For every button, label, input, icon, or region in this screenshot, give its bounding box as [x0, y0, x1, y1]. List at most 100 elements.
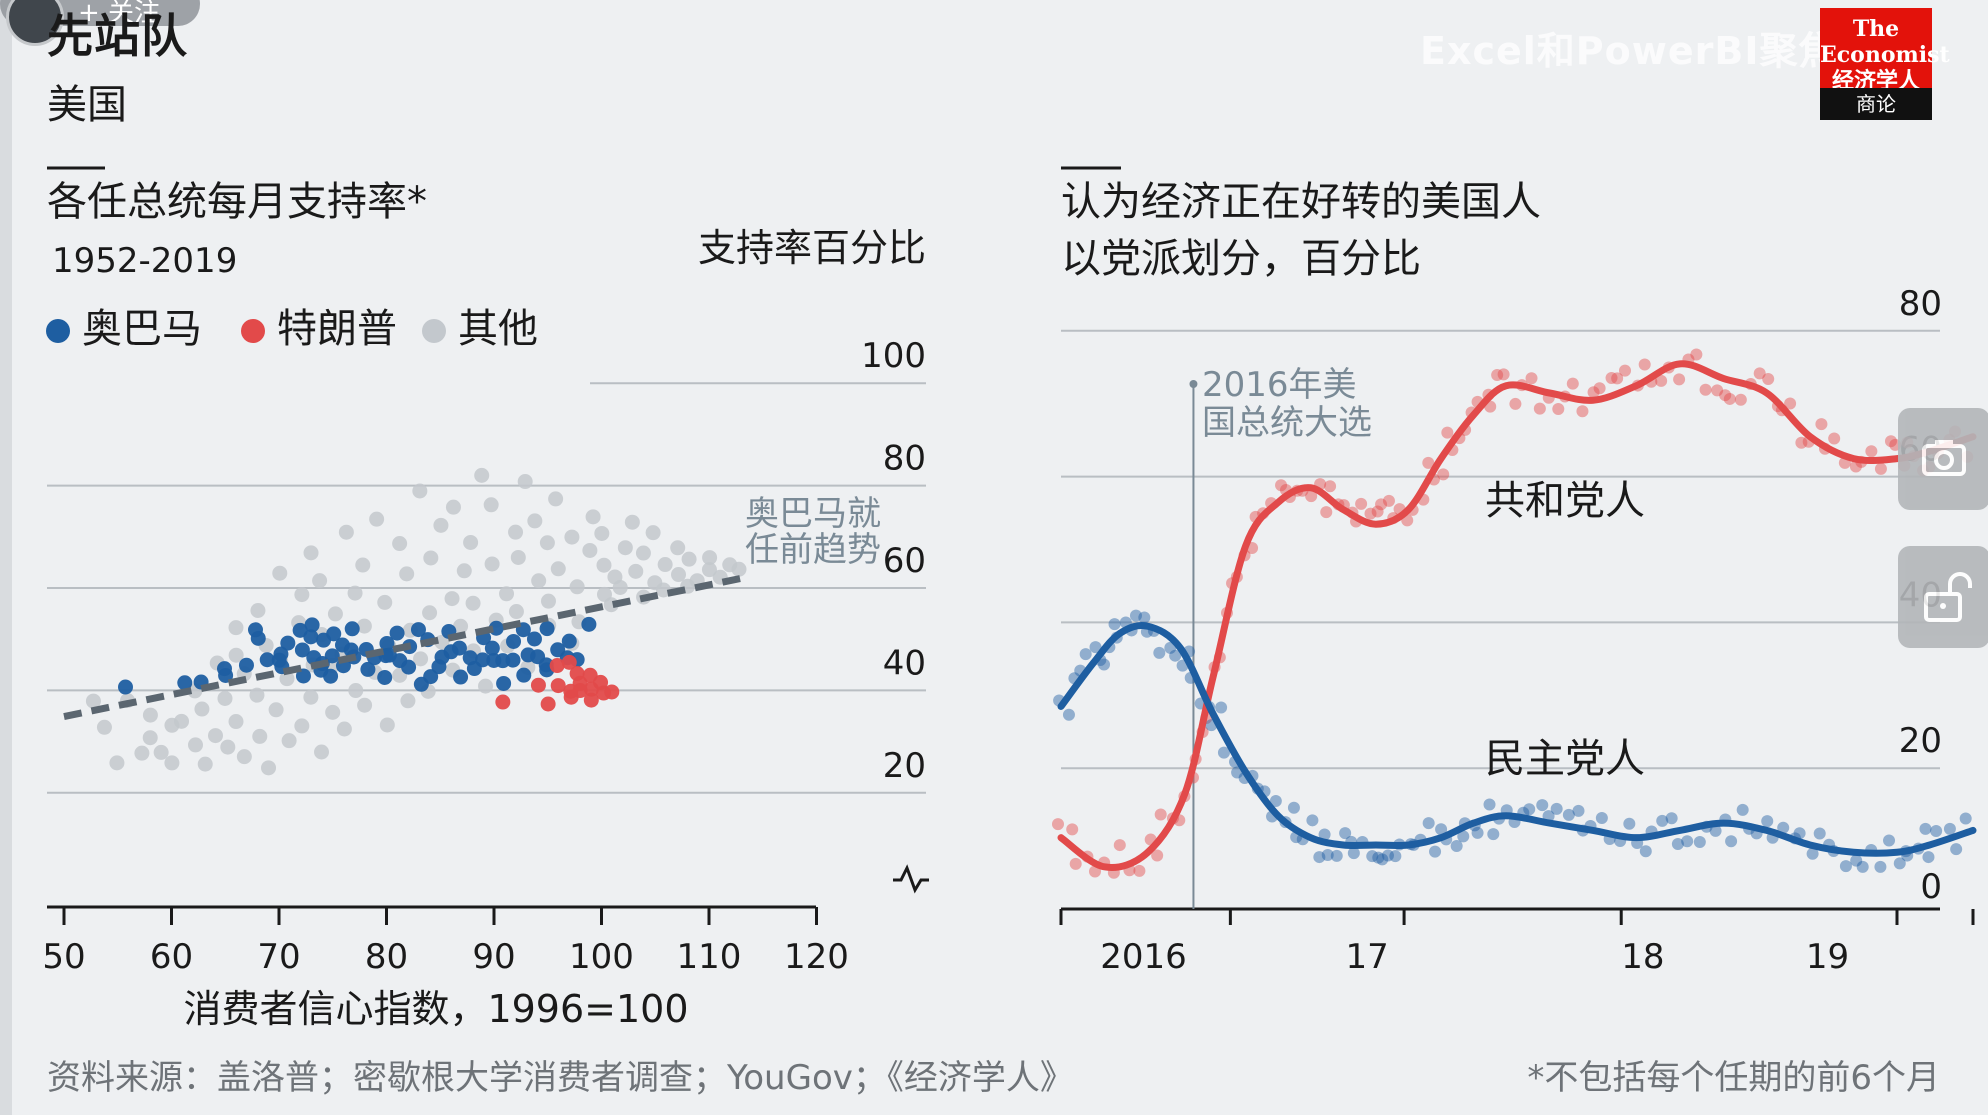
- chart-2-point-republican: [1371, 505, 1384, 518]
- chart-1-point-obama: [410, 622, 426, 638]
- chart-2-point-republican: [1673, 373, 1686, 386]
- chart-2-point-democrat: [1562, 808, 1575, 821]
- chart-1-point-other: [294, 587, 310, 603]
- avatar[interactable]: [6, 0, 64, 46]
- chart-1-point-trump: [540, 696, 556, 712]
- chart-1-point-obama: [453, 669, 469, 685]
- chart-1-point-other: [336, 721, 352, 737]
- chart-1-point-other: [596, 557, 612, 573]
- chart-2-point-republican: [1305, 490, 1318, 503]
- chart-1-point-obama: [451, 640, 467, 656]
- chart-1-point-obama: [496, 675, 512, 691]
- chart-2-point-democrat: [1217, 746, 1230, 759]
- chart-1-point-other: [109, 755, 125, 771]
- chart-1-point-other: [484, 556, 500, 572]
- chart-1-point-other: [236, 749, 252, 765]
- chart-2-point-democrat: [1950, 843, 1963, 856]
- chart-1-point-other: [517, 474, 533, 490]
- chart-2-point-democrat: [1138, 611, 1151, 624]
- chart-2-point-republican: [1066, 823, 1079, 836]
- chart-2-point-democrat: [1366, 850, 1379, 863]
- footnote: *不包括每个任期的前6个月: [1527, 1058, 1940, 1098]
- chart-2-point-republican: [1719, 389, 1732, 402]
- chart-2-point-democrat: [1318, 828, 1331, 841]
- chart-2-series-label-republican: 共和党人: [1485, 478, 1645, 524]
- chart-1-point-obama: [344, 621, 360, 637]
- chart-1-point-obama: [326, 626, 342, 642]
- chart-1-point-obama: [304, 617, 320, 633]
- chart-2-subtitle: 以党派划分，百分比: [1061, 236, 1421, 282]
- chart-2-xtick-label: 18: [1621, 937, 1664, 977]
- chart-2-point-republican: [1151, 849, 1164, 862]
- chart-2-point-democrat: [1959, 812, 1972, 825]
- chart-1-annotation-line1: 奥巴马就: [745, 494, 881, 534]
- chart-2-ytick-label: 20: [1899, 721, 1942, 761]
- watermark: Excel和PowerBI聚焦: [1420, 29, 1838, 73]
- chart-1-point-other: [272, 565, 288, 581]
- chart-1-point-obama: [118, 679, 133, 695]
- chart-2-point-democrat: [1761, 815, 1774, 828]
- chart-2-xtick-label: 17: [1346, 937, 1389, 977]
- chart-2-point-republican: [1711, 384, 1724, 397]
- chart-2-point-democrat: [1376, 853, 1389, 866]
- chart-2-point-democrat: [1839, 860, 1852, 873]
- chart-2-point-democrat: [1709, 824, 1722, 837]
- chart-1-xtick-label: 60: [150, 937, 193, 977]
- chart-1-point-other: [463, 534, 479, 550]
- chart-1-point-other: [548, 491, 564, 507]
- chart-2-point-democrat: [1922, 851, 1935, 864]
- chart-1-point-other: [508, 604, 524, 620]
- chart-2-point-democrat: [1623, 817, 1636, 830]
- chart-1-annotation-line2: 任前趋势: [745, 530, 881, 570]
- chart-1-point-other: [456, 563, 472, 579]
- chart-2-point-democrat: [1550, 802, 1563, 815]
- chart-2-point-democrat: [1536, 799, 1549, 812]
- chart-1-point-obama: [401, 659, 417, 675]
- chart-1-legend-label: 特朗普: [277, 306, 397, 352]
- chart-2-point-republican: [1753, 367, 1766, 380]
- chart-1-point-other: [444, 591, 460, 607]
- chart-1-point-other: [413, 651, 429, 667]
- chart-1-axis-break-icon: [893, 864, 929, 894]
- chart-1-point-obama: [294, 642, 310, 658]
- chart-2-point-democrat: [1347, 847, 1360, 860]
- follow-button[interactable]: + 关注: [78, 0, 161, 28]
- chart-2-point-republican: [1525, 372, 1538, 385]
- chart-1-point-other: [164, 755, 180, 771]
- lock-button[interactable]: [1898, 546, 1988, 648]
- chart-2-point-democrat: [1850, 854, 1863, 867]
- chart-1-point-other: [347, 585, 363, 601]
- chart-1-point-other: [327, 606, 343, 622]
- chart-2-point-democrat: [1681, 835, 1694, 848]
- chart-2-point-democrat: [1287, 801, 1300, 814]
- chart-1-point-other: [531, 573, 547, 589]
- chart-2-point-democrat: [1471, 826, 1484, 839]
- chart-1-xtick-label: 80: [365, 937, 408, 977]
- chart-1-point-other: [249, 687, 265, 703]
- chart-1-point-other: [303, 689, 319, 705]
- chart-2-point-democrat: [1919, 822, 1932, 835]
- chart-2-point-democrat: [1313, 851, 1326, 864]
- chart-1-point-other: [96, 719, 112, 735]
- chart-1-point-obama: [379, 635, 395, 651]
- chart-2-point-democrat: [1429, 845, 1442, 858]
- chart-2-point-democrat: [1793, 827, 1806, 840]
- chart-1-point-obama: [539, 621, 555, 637]
- chart-2-point-democrat: [1572, 804, 1585, 817]
- chart-1-point-other: [187, 737, 203, 753]
- chart-2-point-republican: [1619, 364, 1632, 377]
- chart-2-point-democrat: [1856, 860, 1869, 873]
- chart-2-annotation-line2: 国总统大选: [1202, 403, 1372, 443]
- chart-2-ytick-label: 80: [1899, 284, 1942, 324]
- chart-1-point-other: [671, 567, 687, 583]
- chart-2-ytick-label: 0: [1920, 867, 1942, 907]
- camera-button[interactable]: [1898, 408, 1988, 510]
- source-note: 资料来源：盖洛普；密歇根大学消费者调查；YouGov；《经济学人》: [47, 1058, 1074, 1098]
- chart-1-point-other: [527, 513, 543, 529]
- chart-1-point-other: [348, 683, 364, 699]
- chart-1-point-other: [422, 605, 438, 621]
- chart-2-point-republican: [1587, 386, 1600, 399]
- chart-2-point-republican: [1815, 418, 1828, 431]
- chart-1-point-other: [379, 717, 395, 733]
- chart-1-legend-label: 奥巴马: [82, 306, 202, 352]
